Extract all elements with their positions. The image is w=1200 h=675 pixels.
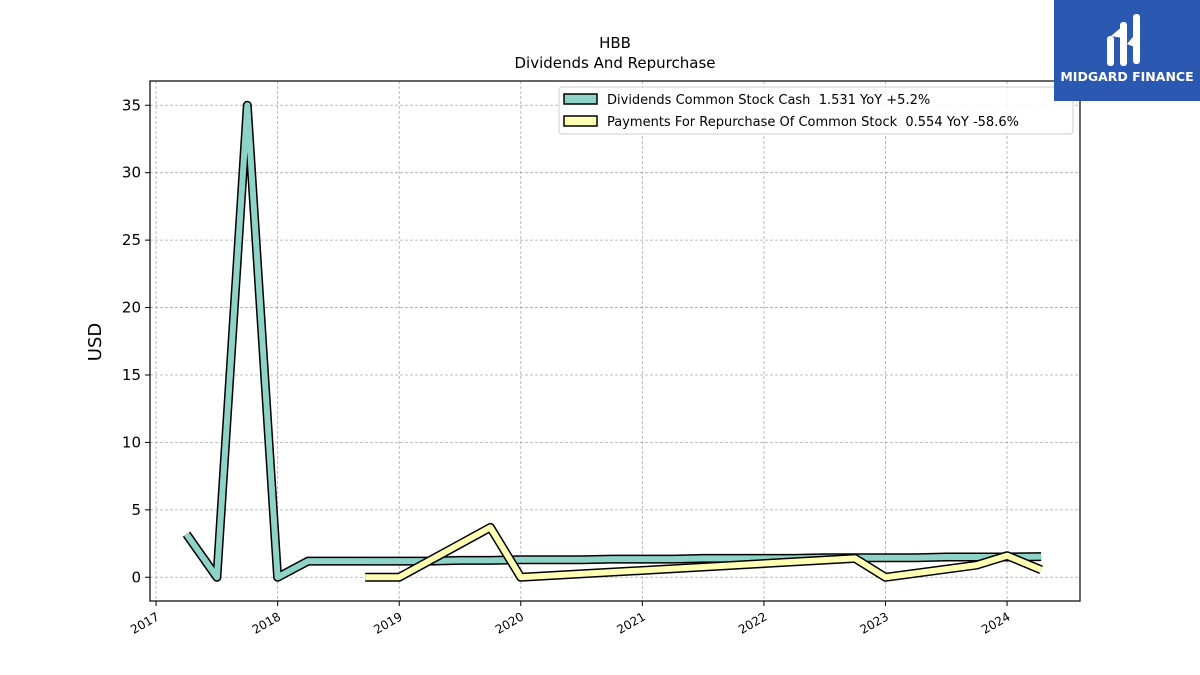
- logo: MIDGARD FINANCE: [1054, 0, 1200, 101]
- y-tick-label: 10: [122, 433, 141, 451]
- legend-label-repurchase: Payments For Repurchase Of Common Stock …: [607, 115, 1019, 130]
- y-tick-label: 15: [122, 366, 141, 384]
- chart-subtitle: Dividends And Repurchase: [514, 54, 715, 72]
- y-tick-label: 35: [122, 96, 141, 114]
- y-axis-label: USD: [85, 323, 106, 361]
- x-tick-label: 2020: [493, 609, 526, 636]
- dividends-line: [184, 102, 1042, 581]
- y-tick-label: 20: [122, 299, 141, 317]
- x-axis: 2017 2018 2019 2020 2021 2022 2023 2024: [128, 601, 1013, 637]
- legend-label-dividends: Dividends Common Stock Cash 1.531 YoY +5…: [607, 93, 930, 108]
- legend: Dividends Common Stock Cash 1.531 YoY +5…: [558, 86, 1074, 135]
- y-tick-label: 0: [131, 568, 141, 586]
- chart-title: HBB: [599, 34, 631, 52]
- x-tick-label: 2021: [614, 609, 647, 636]
- repurchase-line: [365, 524, 1043, 581]
- x-tick-label: 2022: [736, 609, 769, 636]
- midgard-logo-icon: [1107, 14, 1140, 66]
- y-tick-label: 25: [122, 231, 141, 249]
- logo-name: MIDGARD FINANCE: [1060, 69, 1194, 84]
- grid-lines: [150, 81, 1080, 601]
- dividends-line-outline: [182, 100, 1042, 582]
- y-axis: 0 5 10 15 20 25 30 35: [122, 96, 150, 586]
- y-tick-label: 5: [131, 501, 141, 519]
- legend-frame: [558, 86, 1074, 135]
- x-tick-label: 2018: [250, 609, 283, 636]
- x-tick-label: 2023: [858, 609, 891, 636]
- plot-frame: [149, 80, 1081, 602]
- series-lines: [182, 100, 1043, 582]
- y-tick-label: 30: [122, 164, 141, 182]
- x-tick-label: 2019: [371, 609, 404, 636]
- legend-swatch-repurchase: [563, 115, 598, 127]
- legend-swatch-dividends: [563, 93, 598, 105]
- x-tick-label: 2017: [128, 609, 161, 636]
- x-tick-label: 2024: [979, 609, 1012, 636]
